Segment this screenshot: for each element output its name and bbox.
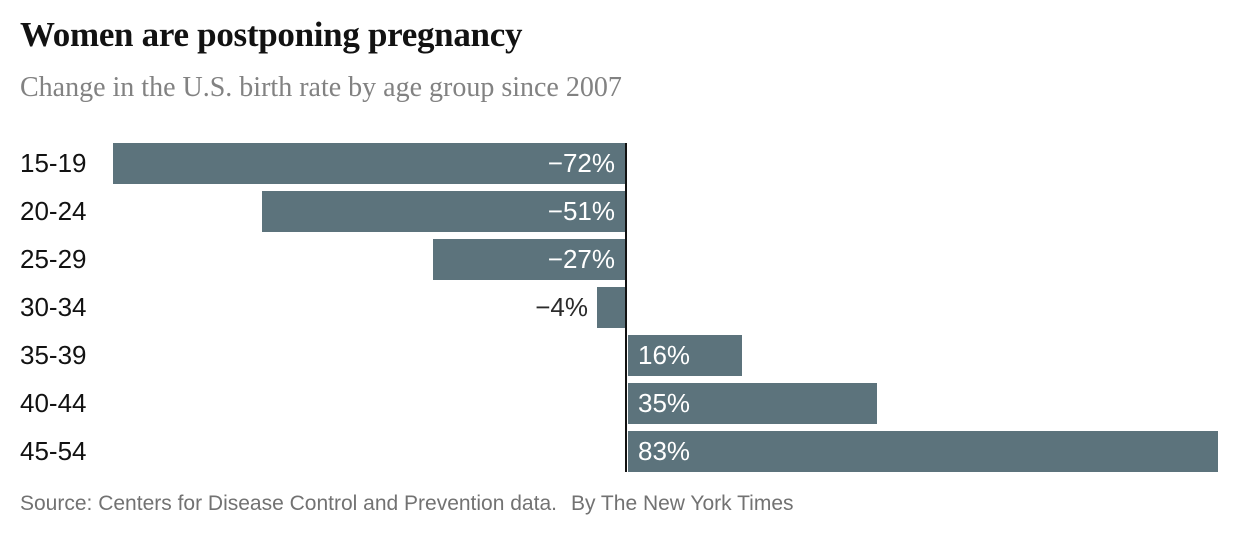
source-text: Source: Centers for Disease Control and … — [20, 492, 557, 515]
bar-value-label: 83% — [638, 436, 691, 466]
chart-title: Women are postponing pregnancy — [20, 15, 523, 54]
bar — [597, 287, 625, 328]
age-group-label: 30-34 — [20, 292, 87, 322]
bar-value-label: 35% — [638, 388, 691, 418]
chart-subtitle: Change in the U.S. birth rate by age gro… — [20, 72, 622, 103]
bar: −72% — [113, 143, 625, 184]
bar: 16% — [628, 335, 742, 376]
bar: −51% — [262, 191, 625, 232]
bar: 83% — [628, 431, 1218, 472]
age-group-label: 20-24 — [20, 196, 87, 226]
bar-value-label: −72% — [547, 148, 615, 178]
bar: 35% — [628, 383, 877, 424]
bar-value-label: 16% — [638, 340, 691, 370]
byline-text: By The New York Times — [570, 492, 794, 515]
bar-value-label: −27% — [547, 244, 615, 274]
zero-axis-line — [625, 143, 627, 472]
age-group-label: 25-29 — [20, 244, 87, 274]
bar: −27% — [433, 239, 625, 280]
age-group-label: 35-39 — [20, 340, 87, 370]
bar-value-label: −4% — [535, 292, 588, 322]
bar-value-label: −51% — [547, 196, 615, 226]
age-group-label: 15-19 — [20, 148, 87, 178]
source-note: Source: Centers for Disease Control and … — [20, 492, 794, 516]
age-group-label: 40-44 — [20, 388, 87, 418]
age-group-label: 45-54 — [20, 436, 87, 466]
